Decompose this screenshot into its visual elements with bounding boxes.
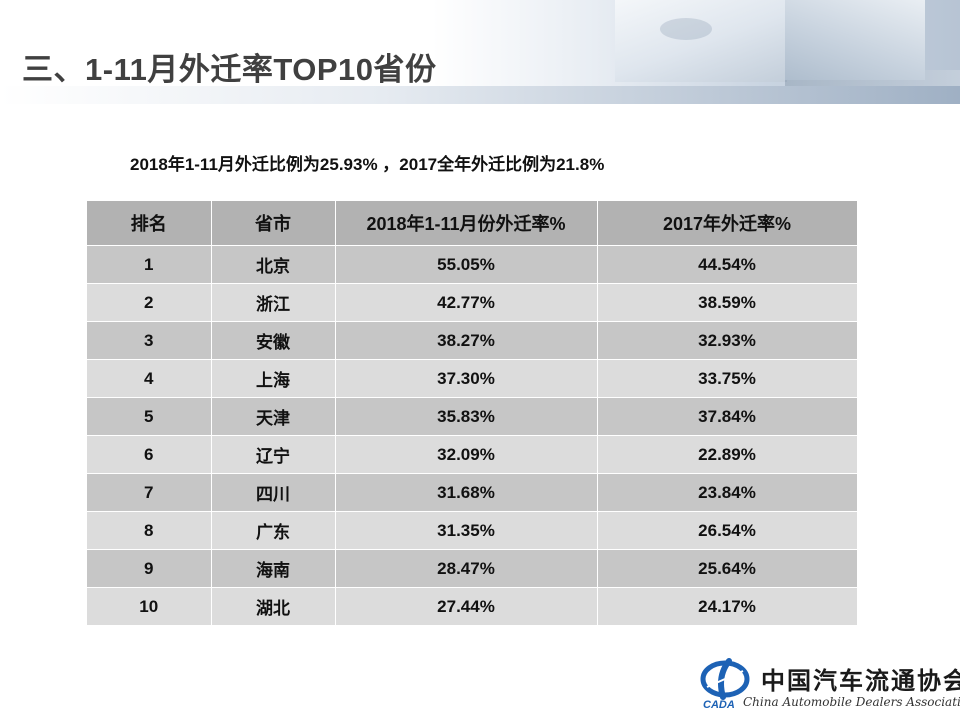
logo-name-en: China Automobile Dealers Association — [743, 695, 960, 709]
rate-2017-cell: 33.75% — [597, 359, 858, 398]
summary-text: 2018年1-11月外迁比例为25.93% ，2017全年外迁比例为21.8% — [130, 155, 605, 174]
rate-2017-cell: 38.59% — [597, 283, 858, 322]
header-rate-2017: 2017年外迁率% — [597, 201, 858, 246]
header-rate-2018: 2018年1-11月份外迁率% — [335, 201, 598, 246]
rank-cell: 1 — [87, 245, 212, 284]
rank-cell: 7 — [87, 473, 212, 512]
rate-2018-cell: 55.05% — [335, 245, 598, 284]
table-row: 6 辽宁 32.09% 22.89% — [87, 435, 858, 474]
table-row: 3 安徽 38.27% 32.93% — [87, 321, 858, 360]
rank-cell: 10 — [87, 587, 212, 626]
rank-cell: 5 — [87, 397, 212, 436]
rate-2018-cell: 38.27% — [335, 321, 598, 360]
table-row: 1 北京 55.05% 44.54% — [87, 245, 858, 284]
rank-cell: 3 — [87, 321, 212, 360]
ranking-table: 排名 省市 2018年1-11月份外迁率% 2017年外迁率% 1 北京 55.… — [87, 201, 858, 626]
table-row: 4 上海 37.30% 33.75% — [87, 359, 858, 398]
rank-cell: 9 — [87, 549, 212, 588]
rate-2018-cell: 32.09% — [335, 435, 598, 474]
rate-2018-cell: 28.47% — [335, 549, 598, 588]
decorative-globe — [660, 18, 712, 40]
province-cell: 北京 — [211, 245, 336, 284]
table-header-row: 排名 省市 2018年1-11月份外迁率% 2017年外迁率% — [87, 201, 858, 246]
page-title: 三、1-11月外迁率TOP10省份 — [22, 52, 437, 87]
province-cell: 辽宁 — [211, 435, 336, 474]
rate-2017-cell: 26.54% — [597, 511, 858, 550]
province-cell: 安徽 — [211, 321, 336, 360]
province-cell: 浙江 — [211, 283, 336, 322]
province-cell: 湖北 — [211, 587, 336, 626]
logo-abbr: CADA — [703, 699, 735, 709]
decorative-cube — [615, 0, 787, 82]
table-row: 2 浙江 42.77% 38.59% — [87, 283, 858, 322]
rate-2018-cell: 31.68% — [335, 473, 598, 512]
rate-2017-cell: 32.93% — [597, 321, 858, 360]
rate-2017-cell: 23.84% — [597, 473, 858, 512]
cada-logo: CADA 中国汽车流通协会 China Automobile Dealers A… — [695, 655, 960, 715]
rate-2017-cell: 22.89% — [597, 435, 858, 474]
rate-2018-cell: 35.83% — [335, 397, 598, 436]
header-province: 省市 — [211, 201, 336, 246]
table-row: 7 四川 31.68% 23.84% — [87, 473, 858, 512]
rank-cell: 6 — [87, 435, 212, 474]
decorative-cube — [785, 0, 925, 80]
province-cell: 四川 — [211, 473, 336, 512]
cada-logo-icon: CADA — [700, 658, 750, 709]
rate-2017-cell: 37.84% — [597, 397, 858, 436]
logo-name-cn: 中国汽车流通协会 — [761, 666, 960, 695]
header-banner — [0, 0, 960, 104]
rank-cell: 4 — [87, 359, 212, 398]
province-cell: 天津 — [211, 397, 336, 436]
header-rank: 排名 — [87, 201, 212, 246]
table-row: 9 海南 28.47% 25.64% — [87, 549, 858, 588]
rate-2017-cell: 25.64% — [597, 549, 858, 588]
province-cell: 上海 — [211, 359, 336, 398]
rank-cell: 8 — [87, 511, 212, 550]
table-row: 10 湖北 27.44% 24.17% — [87, 587, 858, 626]
rate-2018-cell: 31.35% — [335, 511, 598, 550]
rate-2018-cell: 42.77% — [335, 283, 598, 322]
table-row: 8 广东 31.35% 26.54% — [87, 511, 858, 550]
rate-2018-cell: 37.30% — [335, 359, 598, 398]
province-cell: 广东 — [211, 511, 336, 550]
province-cell: 海南 — [211, 549, 336, 588]
table-row: 5 天津 35.83% 37.84% — [87, 397, 858, 436]
header-band — [0, 86, 960, 104]
rate-2017-cell: 24.17% — [597, 587, 858, 626]
rate-2017-cell: 44.54% — [597, 245, 858, 284]
rank-cell: 2 — [87, 283, 212, 322]
rate-2018-cell: 27.44% — [335, 587, 598, 626]
